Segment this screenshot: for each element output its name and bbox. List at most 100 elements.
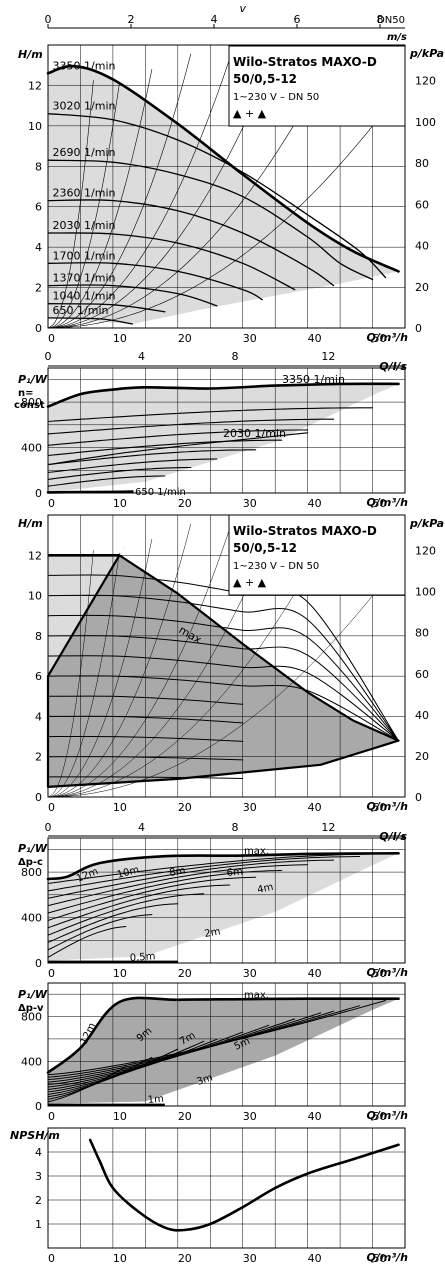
p1-y2tick: 100 bbox=[415, 116, 436, 129]
h-curve-6501 bbox=[47, 317, 134, 325]
h-curve-label: 3020 1/min bbox=[53, 100, 116, 113]
p4-ylabel: P₁/W bbox=[18, 842, 48, 855]
p4-ylabel-sub1: Δp-c bbox=[18, 857, 43, 868]
p2-x2tick: 0 bbox=[45, 350, 52, 363]
p1-ytick: 0 bbox=[35, 322, 42, 335]
p3-y2tick: 40 bbox=[415, 709, 429, 722]
p1-y2tick: 20 bbox=[415, 281, 429, 294]
legend-supply: 1~230 V – DN 50 bbox=[233, 92, 319, 103]
p6-xtick: 50 bbox=[373, 1252, 387, 1265]
npsh-curve bbox=[88, 1138, 400, 1232]
h-curve-30201 bbox=[47, 113, 387, 279]
p4-x2tick: 0 bbox=[45, 821, 52, 834]
h-curve-10401 bbox=[47, 303, 166, 313]
p4-xtick: 30 bbox=[243, 967, 257, 980]
p6-xlabel: Q/m³/h bbox=[367, 1251, 409, 1264]
dpc-control-line bbox=[47, 675, 399, 742]
system-curve bbox=[47, 525, 276, 798]
p2-x2label: Q/l/s bbox=[379, 360, 407, 373]
legend-title-1: Wilo-Stratos MAXO-D bbox=[233, 55, 377, 69]
p3-ylabel2: p/kPa bbox=[409, 517, 444, 530]
p3-xtick: 40 bbox=[308, 801, 322, 814]
p1-speed-curve bbox=[47, 439, 283, 457]
p3-ytick: 8 bbox=[35, 630, 42, 643]
p1-xtick: 20 bbox=[178, 332, 192, 345]
p5-xtick: 20 bbox=[178, 1110, 192, 1123]
dpc-envelope bbox=[46, 554, 400, 788]
system-curve bbox=[47, 53, 192, 329]
system-curve bbox=[47, 550, 94, 798]
p1-ylabel: H/m bbox=[18, 48, 43, 61]
p3-xtick: 20 bbox=[178, 801, 192, 814]
p6-ytick: 2 bbox=[35, 1194, 42, 1207]
h-curve-23601 bbox=[47, 199, 335, 287]
dpc-control-line bbox=[47, 635, 399, 742]
dpc-p1-range bbox=[48, 853, 399, 961]
system-curve bbox=[47, 53, 334, 329]
p1-curve-6501 bbox=[46, 490, 134, 494]
h-curve-label: 650 1/min bbox=[53, 304, 109, 317]
p5-ytick: 0 bbox=[35, 1100, 42, 1113]
dpc-p1-curve bbox=[47, 903, 179, 943]
p2-x2tick: 4 bbox=[138, 350, 145, 363]
panel5-frame bbox=[47, 982, 406, 1107]
p1-operating-range bbox=[48, 383, 399, 493]
h-curve-label: 2690 1/min bbox=[53, 146, 116, 159]
p3-y2tick: 80 bbox=[415, 627, 429, 640]
system-curve bbox=[47, 80, 94, 329]
p4-x2label: Q/l/s bbox=[379, 830, 407, 843]
dpc-p1-curve bbox=[47, 884, 231, 929]
dpv-p1-max bbox=[46, 996, 400, 1074]
p3-y2tick: 60 bbox=[415, 668, 429, 681]
panel2-frame bbox=[47, 367, 406, 494]
h-curve-label: 2360 1/min bbox=[53, 187, 116, 200]
panel3-frame bbox=[47, 514, 406, 798]
p1-xlabel: Q/m³/h bbox=[367, 331, 409, 344]
p1-speed-curve bbox=[47, 475, 166, 487]
h-curve-label: 1370 1/min bbox=[53, 272, 116, 285]
p1-speed-curve bbox=[47, 407, 374, 422]
p1-xtick: 30 bbox=[243, 332, 257, 345]
dpc-curve-label: 2m bbox=[204, 926, 222, 940]
p5-ytick: 400 bbox=[21, 1055, 42, 1068]
dpc-p1-curve bbox=[47, 914, 153, 951]
dpv-p1-curve bbox=[47, 1048, 179, 1098]
dpc-p1-curve bbox=[47, 859, 335, 899]
p6-xtick: 40 bbox=[308, 1252, 322, 1265]
dpc-p1-curve bbox=[47, 876, 257, 921]
dpc-curve-label: 6m bbox=[226, 866, 243, 879]
p1-y2tick: 120 bbox=[415, 75, 436, 88]
p2-ylabel: P₁/W bbox=[18, 373, 48, 386]
h-curve-label: 3350 1/min bbox=[53, 59, 116, 72]
p4-xtick: 10 bbox=[113, 967, 127, 980]
panel4-frame bbox=[47, 837, 406, 964]
dpc-control-line bbox=[47, 735, 244, 742]
p2-curve-label-mid: 2030 1/min bbox=[223, 427, 286, 440]
p3-ytick: 6 bbox=[35, 670, 42, 683]
p5-xlabel: Q/m³/h bbox=[367, 1109, 409, 1122]
p5-xtick: 0 bbox=[48, 1110, 55, 1123]
p1-xtick: 0 bbox=[48, 332, 55, 345]
dpc-control-line bbox=[47, 756, 244, 761]
p6-ytick: 4 bbox=[35, 1146, 42, 1159]
p1-ytick: 12 bbox=[28, 79, 42, 92]
p3-xtick: 30 bbox=[243, 801, 257, 814]
p2-ytick: 0 bbox=[35, 487, 42, 500]
top-axis-dn: DN50 bbox=[377, 15, 405, 26]
h-curve-label: 1700 1/min bbox=[53, 249, 116, 262]
dpc-p1-max bbox=[46, 852, 400, 881]
system-curve bbox=[47, 523, 334, 798]
p2-ylabel-sub2: const bbox=[14, 400, 45, 411]
p2-xtick: 30 bbox=[243, 497, 257, 510]
p1-curve-33501 bbox=[46, 382, 400, 408]
p3-xtick: 0 bbox=[48, 801, 55, 814]
top-axis-label: v bbox=[239, 2, 246, 15]
legend2-title-2: 50/0,5-12 bbox=[233, 541, 297, 555]
dpc-p1-curve bbox=[47, 856, 361, 892]
dpc-p1-curve bbox=[47, 864, 309, 907]
p2-xtick: 50 bbox=[373, 497, 387, 510]
p3-ytick: 12 bbox=[28, 549, 42, 562]
dpc-curve-label: 0,5m bbox=[129, 951, 155, 964]
p1-y2tick: 0 bbox=[415, 322, 422, 335]
